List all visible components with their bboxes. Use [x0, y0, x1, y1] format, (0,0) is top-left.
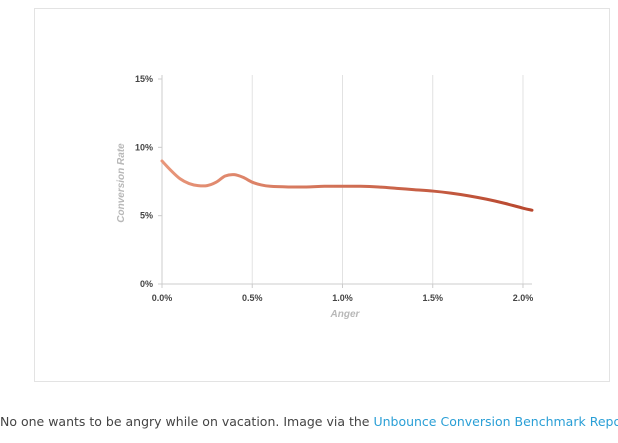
- x-tick-label: 1.0%: [332, 293, 353, 303]
- y-tick-label: 10%: [135, 142, 153, 152]
- y-tick-labels: 0% 5% 10% 15%: [135, 74, 153, 289]
- x-tick-label: 2.0%: [513, 293, 534, 303]
- x-tick-label: 0.0%: [152, 293, 173, 303]
- x-tick-label: 1.5%: [422, 293, 443, 303]
- line-chart: 0% 5% 10% 15% 0.0% 0.5% 1.0% 1.5% 2.0% Anger Co…: [116, 74, 534, 320]
- caption: No one wants to be angry while on vacati…: [0, 414, 618, 429]
- benchmark-report-link[interactable]: Unbounce Conversion Benchmark Report: [373, 414, 618, 429]
- x-tick-label: 0.5%: [242, 293, 263, 303]
- x-axis-title: Anger: [330, 309, 361, 320]
- y-axis-title: Conversion Rate: [116, 143, 127, 223]
- series-line: [160, 159, 534, 212]
- axes: [158, 75, 532, 288]
- caption-text: No one wants to be angry while on vacati…: [0, 414, 374, 429]
- y-tick-label: 5%: [140, 211, 153, 221]
- y-tick-label: 15%: [135, 74, 153, 84]
- grid-lines: [251, 75, 524, 284]
- x-tick-labels: 0.0% 0.5% 1.0% 1.5% 2.0%: [152, 293, 533, 303]
- y-tick-label: 0%: [140, 279, 153, 289]
- chart-card: 0% 5% 10% 15% 0.0% 0.5% 1.0% 1.5% 2.0% Anger Co…: [34, 8, 610, 382]
